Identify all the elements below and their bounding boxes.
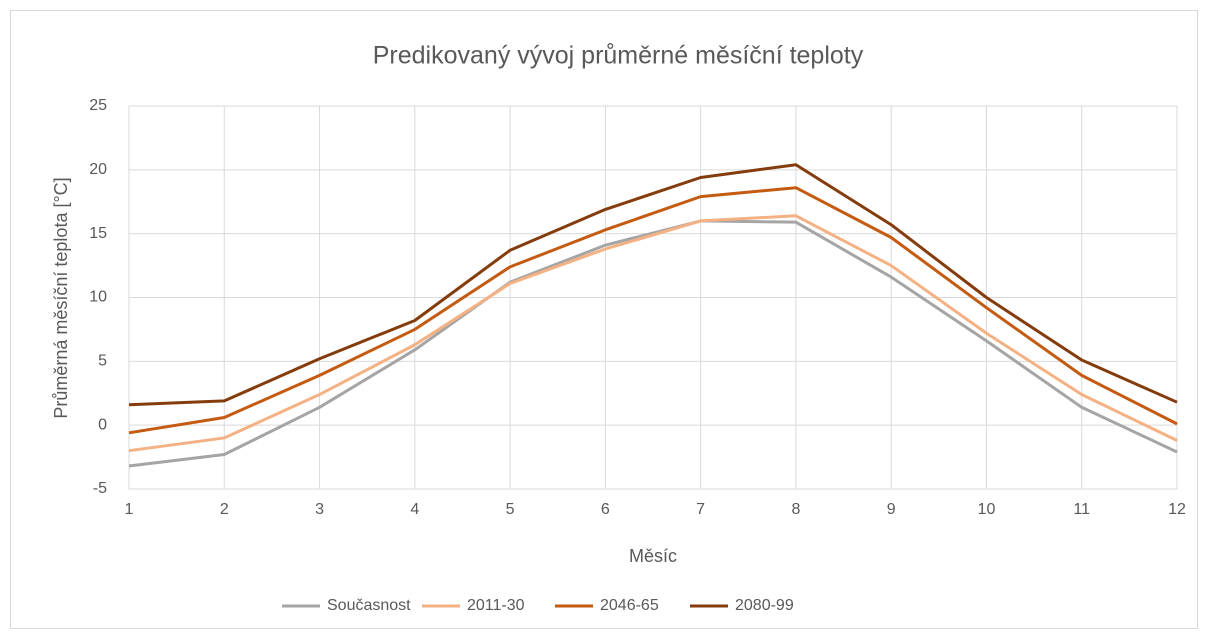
- data-line: [128, 186, 1178, 435]
- legend-label: 2011-30: [467, 597, 525, 614]
- data-line: [128, 163, 1178, 407]
- x-tick-label: 3: [315, 501, 324, 518]
- chart-border: [10, 10, 1198, 629]
- x-tick-label: 9: [887, 501, 896, 518]
- x-tick-label: 6: [601, 501, 610, 518]
- y-tick-label: -5: [93, 480, 107, 497]
- x-tick-label: 12: [1168, 501, 1186, 518]
- data-line: [128, 219, 1178, 468]
- x-tick-label: 1: [125, 501, 134, 518]
- data-line: [128, 214, 1178, 453]
- chart-title: Predikovaný vývoj průměrné měsíční teplo…: [373, 42, 864, 70]
- x-tick-label: 5: [506, 501, 515, 518]
- x-tick-label: 10: [978, 501, 996, 518]
- y-tick-label: 20: [89, 161, 107, 178]
- x-tick-label: 4: [410, 501, 419, 518]
- y-axis-label: Průměrná měsíční teplota [°C]: [51, 177, 71, 418]
- legend-label: 2046-65: [600, 597, 659, 614]
- x-axis-label: Měsíc: [629, 546, 677, 566]
- x-tick-label: 7: [696, 501, 705, 518]
- y-tick-label: 10: [89, 289, 107, 306]
- x-tick-label: 11: [1073, 501, 1090, 518]
- y-tick-label: 25: [89, 97, 107, 114]
- x-tick-label: 2: [220, 501, 229, 518]
- y-tick-label: 5: [98, 353, 107, 370]
- legend-label: Současnost: [327, 597, 411, 614]
- x-tick-label: 8: [791, 501, 800, 518]
- y-tick-label: 0: [98, 416, 107, 433]
- y-tick-label: 15: [89, 225, 107, 242]
- legend-label: 2080-99: [735, 597, 794, 614]
